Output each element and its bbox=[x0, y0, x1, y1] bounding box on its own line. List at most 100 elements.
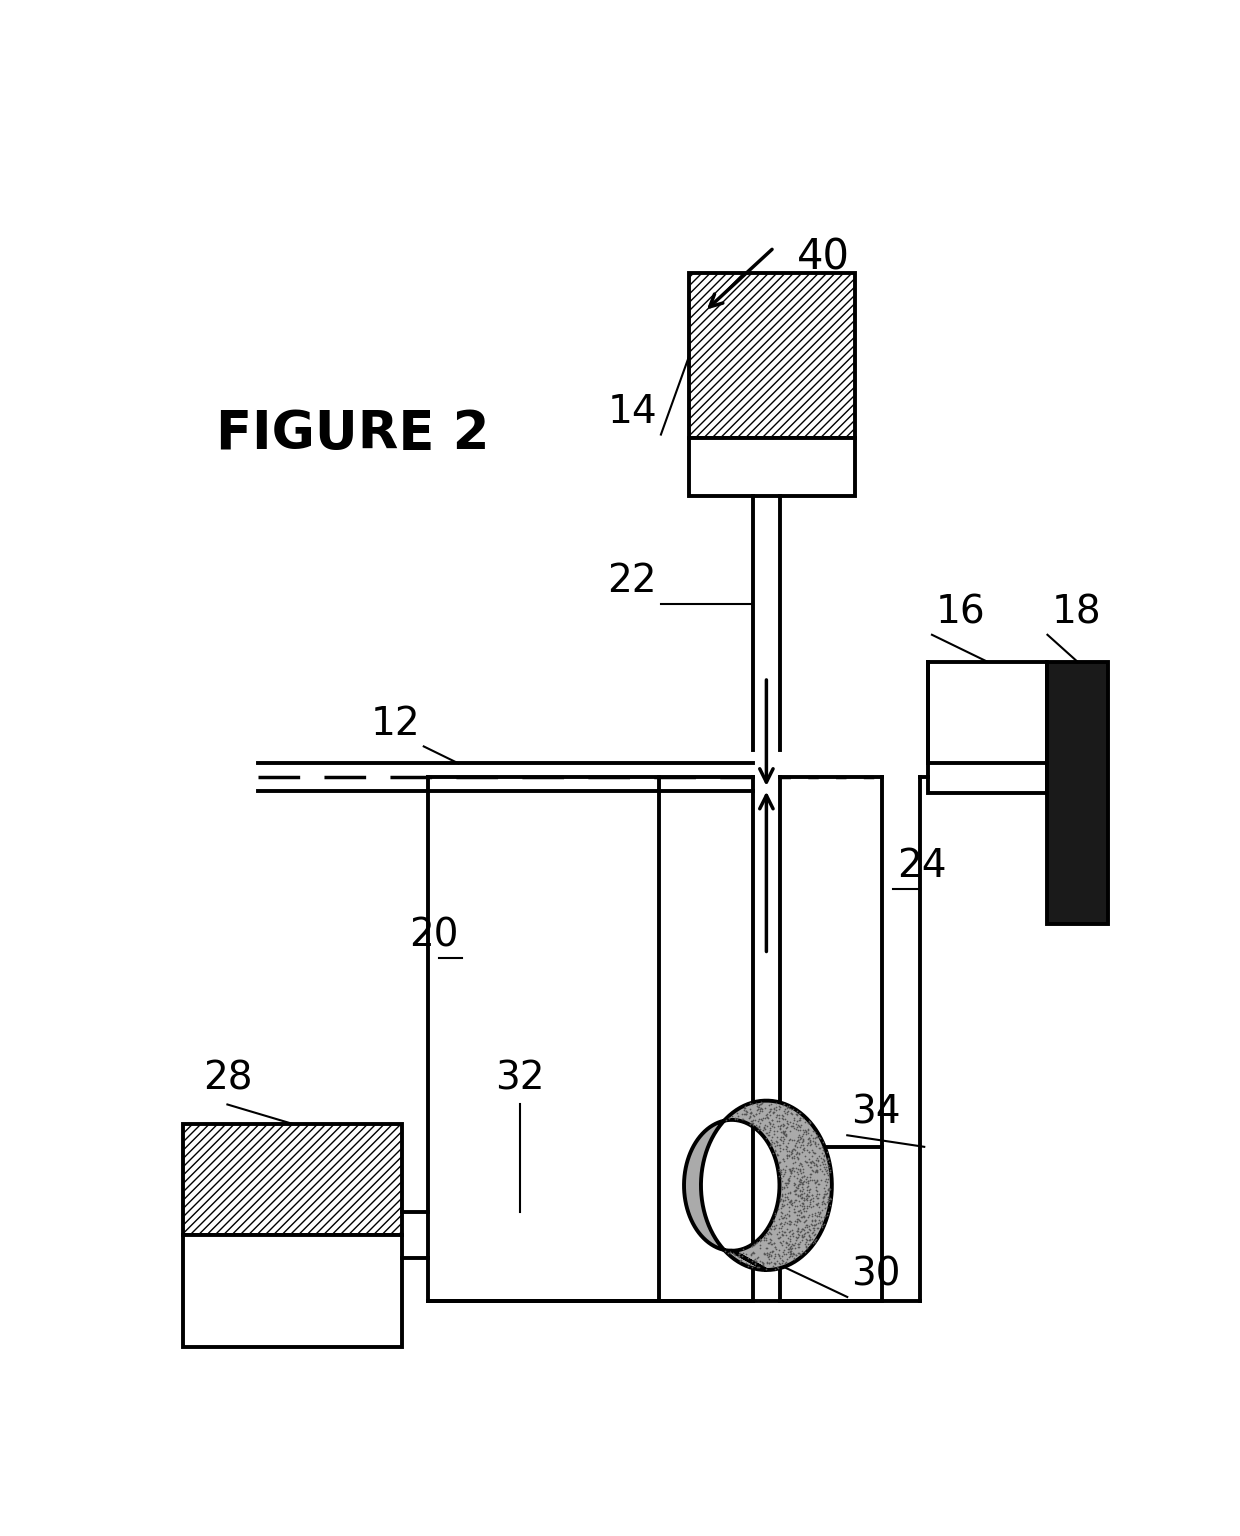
Point bbox=[801, 1149, 821, 1174]
Point bbox=[766, 1129, 786, 1154]
Point bbox=[754, 1115, 774, 1140]
Point bbox=[796, 1170, 816, 1195]
Point bbox=[807, 1132, 827, 1157]
Point bbox=[766, 1091, 786, 1115]
Point bbox=[769, 1097, 789, 1121]
Point bbox=[817, 1163, 837, 1187]
Point bbox=[786, 1206, 806, 1230]
Point bbox=[806, 1130, 826, 1155]
Point bbox=[800, 1193, 820, 1218]
Point bbox=[797, 1117, 817, 1141]
Point bbox=[774, 1149, 794, 1174]
Point bbox=[817, 1203, 837, 1227]
Point bbox=[795, 1181, 815, 1206]
Point bbox=[810, 1207, 830, 1232]
Point bbox=[792, 1172, 812, 1197]
Point bbox=[774, 1204, 794, 1229]
Point bbox=[794, 1209, 813, 1233]
Point bbox=[759, 1230, 779, 1255]
Point bbox=[785, 1178, 805, 1203]
Point bbox=[756, 1250, 776, 1275]
Point bbox=[791, 1201, 811, 1226]
Point bbox=[790, 1189, 810, 1213]
Point bbox=[756, 1101, 776, 1126]
Point bbox=[787, 1141, 807, 1166]
Point bbox=[735, 1101, 755, 1126]
Point bbox=[796, 1186, 816, 1210]
Point bbox=[799, 1130, 818, 1155]
Point bbox=[754, 1241, 774, 1266]
Point bbox=[770, 1187, 790, 1212]
Point bbox=[807, 1172, 827, 1197]
Point bbox=[781, 1100, 801, 1124]
Point bbox=[818, 1177, 838, 1201]
Point bbox=[761, 1132, 781, 1157]
Point bbox=[801, 1155, 821, 1180]
Point bbox=[820, 1158, 839, 1183]
Point bbox=[770, 1150, 790, 1175]
Point bbox=[737, 1098, 756, 1123]
Point bbox=[785, 1149, 805, 1174]
Point bbox=[751, 1091, 771, 1115]
Point bbox=[738, 1100, 758, 1124]
Point bbox=[777, 1100, 797, 1124]
Point bbox=[779, 1098, 799, 1123]
Point bbox=[773, 1181, 792, 1206]
Text: FIGURE 2: FIGURE 2 bbox=[216, 407, 490, 459]
Point bbox=[725, 1106, 745, 1130]
Point bbox=[797, 1187, 817, 1212]
Point bbox=[796, 1227, 816, 1252]
Point bbox=[801, 1195, 821, 1220]
Point bbox=[765, 1217, 785, 1241]
Point bbox=[774, 1118, 794, 1143]
Point bbox=[786, 1187, 806, 1212]
Point bbox=[777, 1167, 797, 1192]
Point bbox=[821, 1186, 841, 1210]
Point bbox=[796, 1212, 816, 1236]
Point bbox=[792, 1192, 812, 1217]
Point bbox=[733, 1241, 753, 1266]
Point bbox=[789, 1146, 808, 1170]
Point bbox=[805, 1223, 825, 1247]
Point bbox=[817, 1190, 837, 1215]
Point bbox=[764, 1209, 784, 1233]
Point bbox=[794, 1164, 813, 1189]
Text: 30: 30 bbox=[851, 1255, 900, 1293]
Point bbox=[746, 1230, 766, 1255]
Point bbox=[777, 1217, 797, 1241]
Point bbox=[753, 1118, 773, 1143]
Point bbox=[795, 1221, 815, 1246]
Point bbox=[755, 1095, 775, 1120]
Point bbox=[806, 1169, 826, 1193]
Point bbox=[797, 1150, 817, 1175]
Point bbox=[729, 1244, 749, 1269]
Point bbox=[771, 1217, 791, 1241]
Point bbox=[749, 1095, 769, 1120]
Point bbox=[787, 1127, 807, 1152]
Point bbox=[791, 1152, 811, 1177]
Point bbox=[740, 1101, 760, 1126]
Point bbox=[779, 1220, 799, 1244]
Point bbox=[743, 1240, 763, 1264]
Point bbox=[816, 1155, 836, 1180]
Point bbox=[768, 1243, 787, 1267]
Point bbox=[802, 1138, 822, 1163]
Point bbox=[776, 1134, 796, 1158]
Text: 40: 40 bbox=[797, 237, 851, 278]
Point bbox=[802, 1204, 822, 1229]
Point bbox=[770, 1229, 790, 1253]
Point bbox=[779, 1189, 799, 1213]
Point bbox=[782, 1114, 802, 1138]
Point bbox=[790, 1118, 810, 1143]
Point bbox=[735, 1094, 755, 1118]
Point bbox=[768, 1221, 787, 1246]
Point bbox=[789, 1224, 808, 1249]
Point bbox=[804, 1140, 823, 1164]
Point bbox=[786, 1224, 806, 1249]
Point bbox=[785, 1134, 805, 1158]
Point bbox=[807, 1204, 827, 1229]
Point bbox=[787, 1193, 807, 1218]
Point bbox=[796, 1198, 816, 1223]
Point bbox=[799, 1130, 818, 1155]
Point bbox=[728, 1107, 748, 1132]
